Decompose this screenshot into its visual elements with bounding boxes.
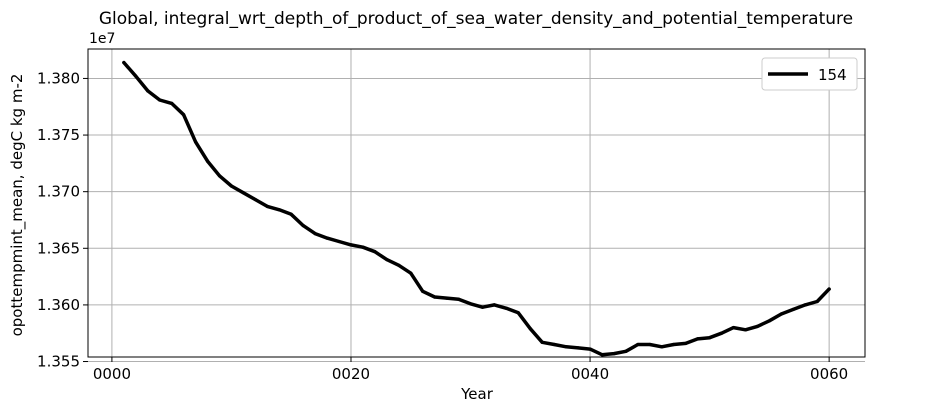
data-point — [122, 61, 126, 65]
y-offset-label: 1e7 — [89, 31, 115, 47]
x-tick-label: 0060 — [810, 365, 848, 383]
data-point — [564, 345, 568, 349]
data-point — [815, 299, 819, 304]
data-point — [767, 319, 772, 323]
data-point — [433, 295, 437, 299]
series-line-154 — [122, 60, 831, 357]
plot-frame — [87, 48, 866, 358]
data-point — [325, 236, 329, 240]
chart-title: Global, integral_wrt_depth_of_product_of… — [99, 9, 853, 29]
data-point — [134, 74, 138, 78]
data-point — [827, 287, 831, 291]
data-point — [588, 347, 592, 351]
y-tick-label: 1.365 — [37, 239, 80, 257]
data-point — [146, 89, 150, 93]
x-axis-label: Year — [460, 385, 494, 403]
data-point — [743, 328, 748, 332]
data-point — [385, 258, 389, 262]
data-point — [552, 342, 556, 347]
data-point — [720, 331, 724, 335]
y-axis-label: opottempmint_mean, degC kg m-2 — [8, 74, 27, 337]
data-point — [241, 191, 245, 195]
data-point — [361, 245, 365, 249]
data-point — [445, 296, 449, 300]
legend: 154 — [761, 57, 858, 91]
data-point — [194, 140, 198, 144]
data-point — [755, 324, 760, 328]
data-point — [205, 159, 210, 163]
data-point — [468, 302, 473, 306]
data-point — [660, 345, 664, 349]
x-tick-label: 0000 — [93, 365, 131, 383]
x-tick-label: 0020 — [332, 365, 370, 383]
data-point — [731, 326, 736, 330]
data-point — [409, 271, 413, 275]
data-point — [576, 346, 580, 350]
data-point — [265, 204, 269, 208]
data-point — [349, 243, 353, 247]
data-point — [289, 212, 293, 216]
x-tick-label: 0040 — [571, 365, 609, 383]
data-point — [672, 342, 676, 347]
data-point — [803, 303, 807, 307]
data-point — [337, 239, 341, 244]
data-point — [480, 305, 485, 309]
data-point — [612, 352, 616, 356]
legend-box — [761, 57, 858, 91]
data-point — [779, 312, 783, 316]
data-point — [636, 342, 640, 347]
data-point — [373, 250, 377, 254]
series-layer — [122, 60, 831, 357]
data-point — [648, 342, 652, 347]
data-point — [624, 349, 628, 353]
data-point — [516, 311, 520, 315]
y-tick-label: 1.355 — [37, 353, 80, 371]
x-axis: 0000 0020 0040 0060 — [93, 357, 848, 383]
y-tick-label: 1.360 — [37, 296, 80, 314]
data-point — [170, 101, 174, 105]
data-point — [696, 337, 700, 341]
data-point — [229, 184, 233, 188]
data-point — [492, 303, 496, 307]
data-point — [158, 98, 162, 102]
data-point — [600, 353, 604, 357]
data-point — [397, 263, 401, 267]
data-point — [301, 224, 305, 228]
data-point — [313, 232, 317, 236]
data-point — [528, 327, 532, 331]
data-point — [253, 198, 257, 202]
data-point — [182, 113, 186, 117]
grid — [88, 49, 865, 363]
data-point — [708, 336, 712, 340]
data-point — [684, 341, 688, 345]
y-tick-label: 1.370 — [37, 183, 80, 201]
data-point — [791, 307, 795, 311]
data-point — [277, 208, 281, 212]
y-axis: 1.355 1.360 1.365 1.370 1.375 1.380 — [37, 69, 88, 371]
data-point — [217, 174, 222, 178]
y-tick-label: 1.380 — [37, 69, 80, 87]
y-tick-label: 1.375 — [37, 126, 80, 144]
data-point — [504, 306, 508, 310]
legend-label: 154 — [818, 66, 847, 84]
data-point — [540, 340, 544, 344]
data-point — [421, 289, 425, 293]
data-point — [457, 297, 461, 301]
